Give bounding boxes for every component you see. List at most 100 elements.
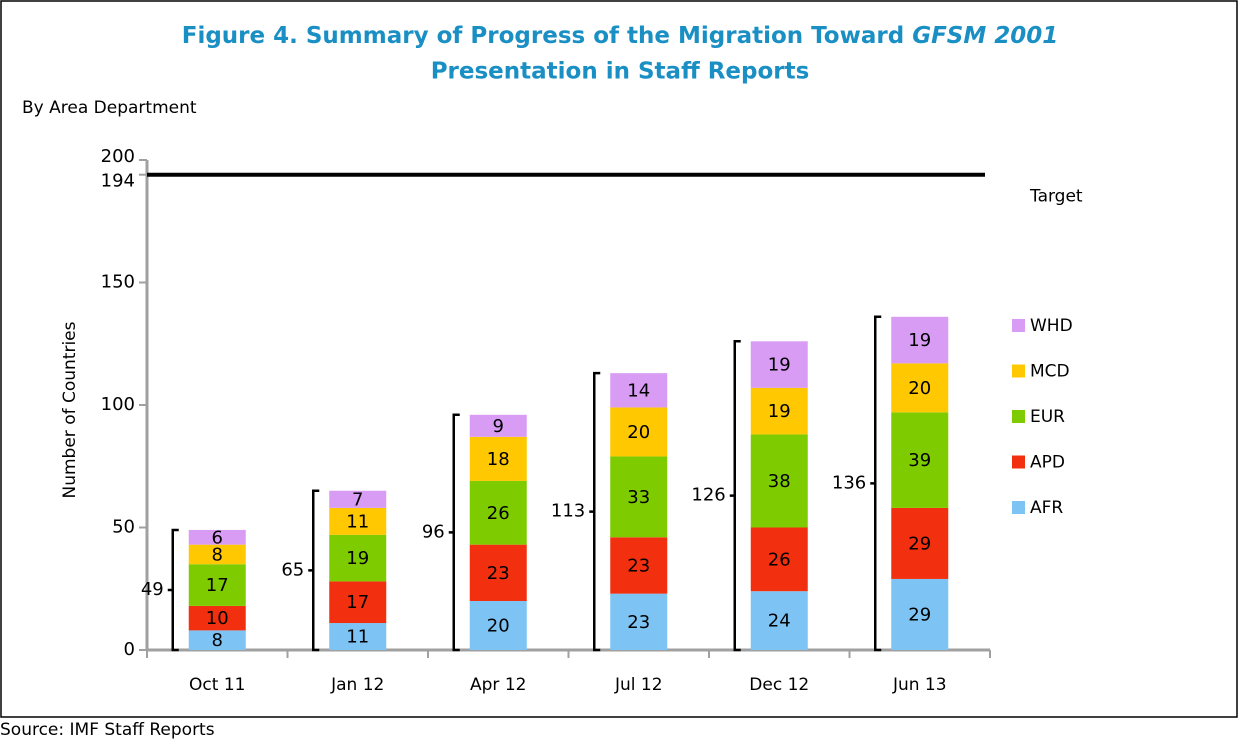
legend-swatch (1012, 319, 1025, 332)
bar-segment (610, 537, 668, 594)
bar-segment (610, 407, 668, 457)
total-bracket (729, 340, 741, 652)
bar-segment (610, 593, 668, 650)
data-label: 17 (206, 575, 229, 596)
x-tick-label: Apr 12 (470, 675, 526, 695)
bar-segment (329, 507, 387, 535)
data-label: 29 (908, 533, 931, 554)
frame (0, 0, 1238, 718)
total-bracket (870, 315, 882, 652)
data-label: 20 (487, 616, 510, 637)
bar-segment (750, 341, 808, 388)
x-tick-label: Oct 11 (189, 675, 245, 695)
title-part: GFSM 2001 (912, 23, 1058, 49)
bar-segment (610, 456, 668, 538)
bar-segment (469, 544, 527, 601)
data-label: 9 (493, 416, 504, 437)
bar-segment (750, 387, 808, 435)
data-label: 23 (627, 612, 650, 633)
bar-segment (750, 591, 808, 650)
data-label: 6 (212, 527, 223, 548)
y-tick-label: 194 (101, 171, 135, 192)
data-label: 23 (627, 555, 650, 576)
data-label: 26 (768, 549, 791, 570)
y-tick-label: 200 (101, 146, 135, 167)
total-label: 65 (281, 559, 304, 580)
data-label: 19 (346, 548, 369, 569)
total-bracket (308, 489, 320, 652)
data-label: 39 (908, 450, 931, 471)
bar-segment (750, 527, 808, 592)
total-label: 113 (551, 501, 585, 522)
data-label: 18 (487, 449, 510, 470)
y-tick-label: 0 (124, 639, 135, 660)
data-label: 8 (212, 630, 223, 651)
total-label: 136 (832, 472, 866, 493)
bar-segment (469, 414, 527, 437)
total-label: 49 (141, 579, 164, 600)
bar-segment (469, 601, 527, 650)
bar-segment (188, 630, 246, 650)
data-label: 11 (346, 627, 369, 648)
bar-segment (329, 534, 387, 582)
subtitle: By Area Department (22, 98, 197, 118)
data-label: 19 (768, 355, 791, 376)
bar-segment (891, 507, 949, 579)
legend-swatch (1012, 455, 1025, 469)
data-label: 20 (908, 378, 931, 399)
bar-segment (329, 490, 387, 508)
legend-swatch (1012, 410, 1025, 423)
total-bracket (589, 371, 601, 652)
legend-swatch (1012, 501, 1025, 514)
data-label: 8 (212, 544, 223, 565)
data-label: 14 (627, 380, 650, 401)
total-bracket (167, 528, 179, 652)
data-label: 38 (768, 471, 791, 492)
source: Source: IMF Staff Reports (0, 720, 215, 740)
bar-segment (891, 363, 949, 413)
bar-segment (188, 544, 246, 565)
data-label: 26 (487, 503, 510, 524)
data-label: 10 (206, 608, 229, 629)
y-axis-label: Number of Countries (60, 321, 80, 498)
bar-segment (188, 564, 246, 606)
data-label: 19 (768, 401, 791, 422)
bar-segment (891, 412, 949, 508)
bar-segment (188, 605, 246, 631)
bar-segment (329, 581, 387, 624)
bar-segment (750, 434, 808, 528)
bar-segment (891, 316, 949, 364)
legend-label: WHD (1030, 316, 1073, 336)
legend-label: APD (1030, 453, 1065, 473)
legend-label: AFR (1030, 498, 1063, 518)
x-tick-label: Jan 12 (330, 675, 384, 695)
total-label: 96 (422, 521, 445, 542)
data-label: 24 (768, 611, 791, 632)
data-label: 23 (487, 563, 510, 584)
chart-title: Figure 4. Summary of Progress of the Mig… (182, 23, 1059, 49)
bar-segment (891, 578, 949, 650)
data-label: 7 (352, 489, 363, 510)
total-label: 126 (691, 485, 725, 506)
total-bracket (448, 413, 460, 652)
chart-title: Presentation in Staff Reports (431, 59, 810, 85)
bar-segment (188, 529, 246, 545)
x-tick-label: Jun 13 (892, 675, 947, 695)
bar-segment (469, 480, 527, 545)
legend-label: EUR (1030, 407, 1065, 427)
data-label: 29 (908, 604, 931, 625)
bar-segment (469, 436, 527, 481)
data-label: 19 (908, 330, 931, 351)
y-tick-label: 150 (101, 272, 135, 293)
x-tick-label: Jul 12 (614, 675, 663, 695)
data-label: 33 (627, 487, 650, 508)
y-tick-label: 50 (112, 517, 135, 538)
x-tick-label: Dec 12 (749, 675, 809, 695)
data-label: 20 (627, 422, 650, 443)
data-label: 11 (346, 511, 369, 532)
bar-segment (329, 623, 387, 650)
data-label: 17 (346, 592, 369, 613)
legend-label: MCD (1030, 362, 1070, 382)
title-part: Figure 4. Summary of Progress of the Mig… (182, 23, 912, 49)
